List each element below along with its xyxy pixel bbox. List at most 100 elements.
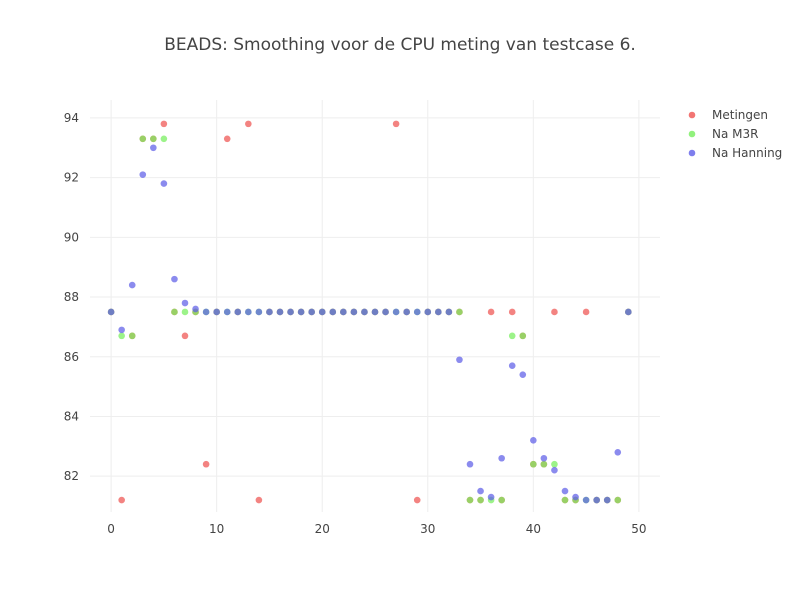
data-point[interactable] (498, 454, 505, 462)
data-point[interactable] (551, 466, 558, 474)
data-point[interactable] (508, 362, 516, 370)
legend-marker-icon (688, 111, 696, 119)
data-point[interactable] (572, 493, 579, 501)
y-tick-label: 86 (64, 350, 79, 364)
data-point[interactable] (371, 308, 379, 316)
data-point[interactable] (603, 496, 611, 504)
data-point[interactable] (435, 308, 442, 316)
data-point[interactable] (540, 460, 548, 468)
y-tick-label: 88 (64, 290, 79, 304)
data-point[interactable] (582, 496, 590, 504)
data-point[interactable] (530, 460, 537, 468)
data-point[interactable] (498, 496, 505, 504)
data-point[interactable] (361, 308, 368, 316)
data-point[interactable] (160, 135, 168, 143)
data-point[interactable] (329, 308, 337, 316)
data-point[interactable] (297, 308, 305, 316)
data-point[interactable] (255, 308, 263, 316)
data-point[interactable] (276, 308, 284, 316)
data-point[interactable] (128, 281, 136, 289)
data-point[interactable] (118, 496, 125, 504)
data-point[interactable] (466, 496, 474, 504)
data-point[interactable] (508, 308, 516, 316)
legend-item[interactable]: Na Hanning (688, 146, 783, 160)
data-point[interactable] (508, 332, 516, 340)
data-point[interactable] (139, 171, 147, 178)
data-point[interactable] (466, 460, 474, 468)
data-point[interactable] (202, 308, 210, 316)
data-point[interactable] (181, 308, 189, 316)
data-point[interactable] (308, 308, 315, 316)
data-point[interactable] (424, 308, 432, 316)
y-tick-label: 94 (64, 111, 79, 125)
data-point[interactable] (614, 448, 622, 456)
data-point[interactable] (181, 299, 189, 307)
data-point[interactable] (223, 135, 231, 143)
data-point[interactable] (160, 180, 168, 187)
grid (90, 100, 660, 512)
data-point[interactable] (392, 308, 400, 316)
data-point[interactable] (181, 332, 189, 340)
data-point[interactable] (118, 326, 125, 334)
data-point[interactable] (318, 308, 326, 316)
data-point[interactable] (223, 308, 231, 316)
data-point[interactable] (202, 460, 210, 468)
data-point[interactable] (593, 496, 600, 504)
data-point[interactable] (477, 496, 484, 504)
data-point[interactable] (382, 308, 389, 316)
data-point[interactable] (551, 460, 558, 468)
legend-item[interactable]: Na M3R (688, 127, 759, 141)
data-point[interactable] (139, 135, 147, 143)
data-point[interactable] (456, 308, 463, 316)
data-point[interactable] (287, 308, 294, 316)
data-point[interactable] (403, 308, 410, 316)
data-point[interactable] (477, 487, 484, 495)
x-tick-label: 50 (631, 522, 646, 536)
data-point[interactable] (519, 371, 527, 378)
series-na-hanning (107, 144, 632, 504)
data-point[interactable] (519, 332, 527, 340)
legend-item[interactable]: Metingen (688, 108, 768, 122)
data-point[interactable] (561, 487, 569, 495)
data-point[interactable] (625, 308, 632, 316)
data-point[interactable] (245, 120, 252, 128)
y-tick-label: 82 (64, 469, 79, 483)
data-point[interactable] (128, 332, 136, 340)
data-point[interactable] (245, 308, 252, 316)
data-point[interactable] (551, 308, 558, 316)
data-point[interactable] (540, 454, 548, 462)
data-point[interactable] (487, 493, 495, 501)
data-point[interactable] (234, 308, 242, 316)
legend-marker-icon (688, 149, 696, 157)
data-point[interactable] (118, 332, 125, 340)
data-point[interactable] (192, 305, 199, 313)
data-point[interactable] (350, 308, 358, 316)
data-point[interactable] (530, 437, 537, 444)
y-tick-label: 92 (64, 171, 79, 185)
data-point[interactable] (445, 308, 453, 316)
data-point[interactable] (561, 496, 569, 504)
data-point[interactable] (413, 496, 421, 504)
data-point[interactable] (413, 308, 421, 316)
x-tick-label: 0 (107, 522, 115, 536)
data-point[interactable] (160, 120, 168, 128)
data-point[interactable] (340, 308, 347, 316)
data-point[interactable] (150, 144, 157, 152)
data-point[interactable] (171, 275, 178, 283)
data-point[interactable] (107, 308, 115, 316)
data-point[interactable] (171, 308, 178, 316)
axis-ticks: 0 10 20 30 40 50 82 84 86 88 90 92 94 (64, 111, 647, 536)
legend[interactable]: Metingen Na M3R Na Hanning (688, 108, 783, 160)
data-point[interactable] (255, 496, 263, 504)
data-point[interactable] (614, 496, 622, 504)
data-point[interactable] (150, 135, 157, 143)
data-point[interactable] (456, 356, 463, 364)
data-point[interactable] (392, 120, 400, 128)
data-point[interactable] (582, 308, 590, 316)
data-point[interactable] (487, 308, 495, 316)
data-point[interactable] (266, 308, 273, 316)
data-point[interactable] (213, 308, 220, 316)
legend-label: Na Hanning (712, 146, 782, 160)
x-tick-label: 20 (315, 522, 330, 536)
legend-label: Metingen (712, 108, 768, 122)
